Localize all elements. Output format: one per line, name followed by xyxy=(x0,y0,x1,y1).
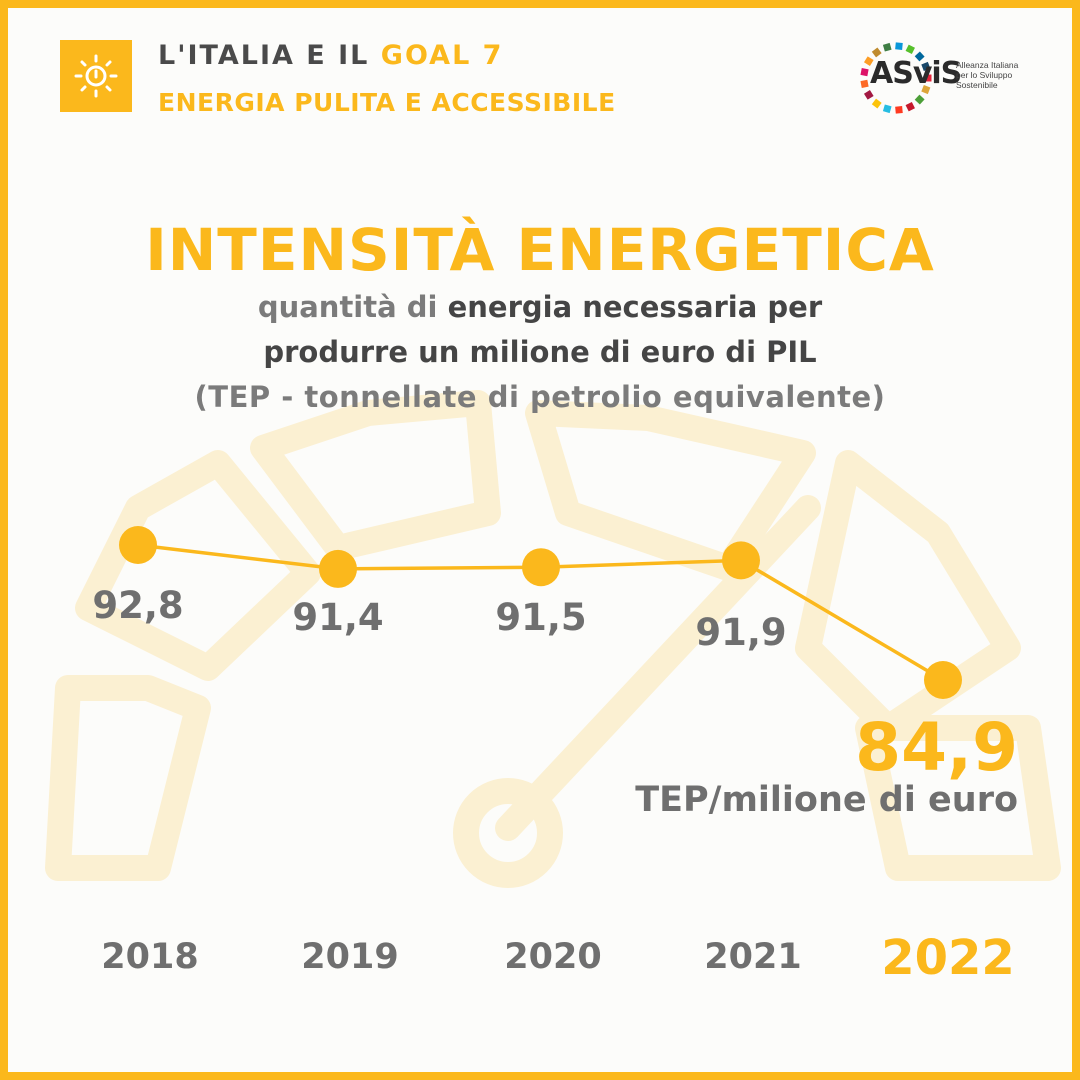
x-tick-label: 2018 xyxy=(101,937,198,977)
data-label: 84,9 xyxy=(855,709,1018,786)
x-tick-label: 2019 xyxy=(301,937,398,977)
line-chart: 92,8 91,4 91,5 91,9 84,9 2018 2019 2020 2021 2022 xyxy=(92,526,1018,986)
logo-subtitle-line: Sostenibile xyxy=(956,80,998,90)
asvis-logo: ASviS Alleanza Italiana per lo Sviluppo … xyxy=(856,38,1036,118)
subtitle-line-1: quantità di energia necessaria per xyxy=(8,290,1072,324)
x-tick-label: 2021 xyxy=(704,937,801,977)
subtitle-line-2: produrre un milione di euro di PIL xyxy=(263,335,817,369)
x-tick-label: 2020 xyxy=(504,937,601,977)
header-goal-number: GOAL 7 xyxy=(380,40,504,71)
subtitle-grey: quantità di xyxy=(257,290,438,324)
data-point xyxy=(119,526,157,564)
logo-name: ASviS xyxy=(870,56,962,91)
logo-subtitle: Alleanza Italiana per lo Sviluppo Sosten… xyxy=(956,60,1036,90)
data-point xyxy=(722,541,760,580)
data-label: 91,9 xyxy=(695,611,786,654)
subtitle-line-3: (TEP - tonnellate di petrolio equivalent… xyxy=(194,380,886,414)
unit-label: TEP/milione di euro xyxy=(635,780,1018,820)
sun-power-icon xyxy=(74,54,118,98)
goal-icon xyxy=(60,40,132,112)
header-goal-title: L'ITALIA E IL GOAL 7 xyxy=(158,40,503,71)
subtitle-dark: energia necessaria per xyxy=(447,290,823,324)
logo-subtitle-line: Alleanza Italiana xyxy=(956,60,1019,70)
data-point xyxy=(522,548,560,587)
header-prefix: L'ITALIA E IL xyxy=(158,40,370,71)
chart-title: INTENSITÀ ENERGETICA xyxy=(145,216,935,284)
data-label: 91,5 xyxy=(495,596,586,639)
header-goal-name: ENERGIA PULITA E ACCESSIBILE xyxy=(158,88,616,117)
sdg-color-ring-icon xyxy=(860,42,932,114)
x-tick-label: 2022 xyxy=(881,930,1015,986)
data-point xyxy=(924,661,962,699)
data-label: 91,4 xyxy=(292,596,383,639)
data-label: 92,8 xyxy=(92,584,183,627)
data-point xyxy=(319,549,357,588)
logo-subtitle-line: per lo Sviluppo xyxy=(956,70,1013,80)
